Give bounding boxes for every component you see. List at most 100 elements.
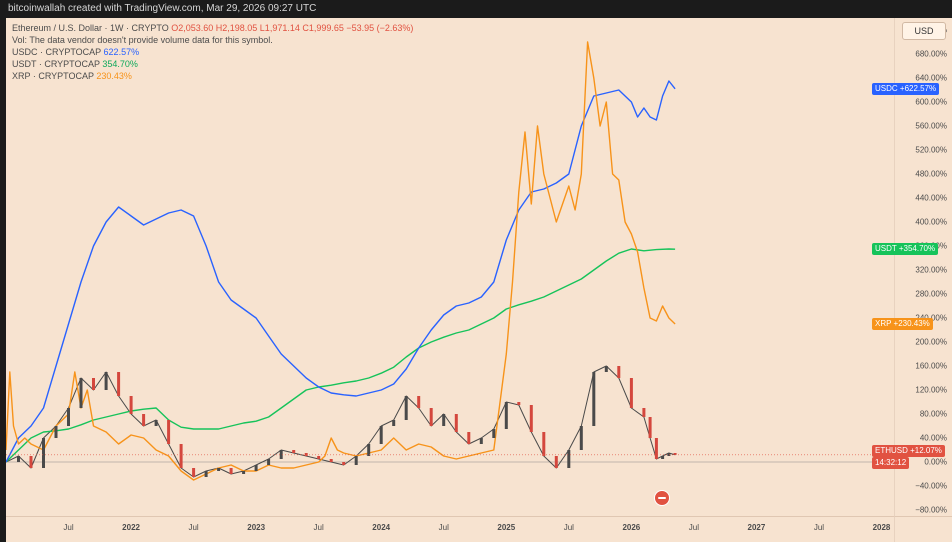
ethusd-candle <box>42 438 45 468</box>
legend-usdt-row[interactable]: USDT · CRYPTOCAP 354.70% <box>12 58 413 70</box>
ethusd-candle <box>567 450 571 468</box>
ethusd-candle <box>367 444 371 456</box>
ethusd-candle <box>429 408 433 426</box>
ethusd-candle <box>504 402 508 429</box>
x-tick-label: 2022 <box>122 523 140 532</box>
ethusd-candle <box>192 468 196 477</box>
ethusd-candle <box>17 456 20 462</box>
y-tick-label: 80.00% <box>919 409 947 419</box>
ethusd-candle <box>379 426 383 444</box>
legend-usdt-name: USDT · CRYPTOCAP <box>12 59 100 69</box>
ethusd-candle <box>254 465 258 471</box>
ethusd-candle <box>129 396 133 414</box>
chart-svg <box>6 41 894 481</box>
legend-vol-row: Vol: The data vendor doesn't provide vol… <box>12 35 273 45</box>
legend-main-row: Ethereum / U.S. Dollar · 1W · CRYPTO O2,… <box>12 22 413 34</box>
legend-usdt-value: 354.70% <box>102 59 138 69</box>
ethusd-candle <box>661 456 665 459</box>
y-tick-label: 280.00% <box>915 289 947 299</box>
y-tick-label: −80.00% <box>915 505 947 515</box>
currency-button[interactable]: USD <box>902 22 946 40</box>
series-line-usdc[interactable] <box>6 80 676 463</box>
ethusd-candle <box>229 468 233 474</box>
ethusd-candle <box>29 456 33 468</box>
ethusd-candle <box>629 378 633 408</box>
ethusd-candle <box>142 414 146 426</box>
y-tick-label: 120.00% <box>915 385 947 395</box>
x-tick-label: Jul <box>563 523 574 532</box>
series-line-usdt[interactable] <box>6 248 676 463</box>
ethusd-candle <box>592 372 596 426</box>
x-tick-label: 2024 <box>372 523 391 532</box>
ethusd-candle <box>492 429 496 438</box>
ethusd-candle <box>154 420 158 426</box>
ethusd-candle <box>454 414 458 432</box>
y-tick-label: 40.00% <box>919 433 947 443</box>
x-tick-label: Jul <box>188 523 199 532</box>
ethusd-candle <box>54 426 58 438</box>
ethusd-candle <box>648 417 652 438</box>
legend-usdc-value: 622.57% <box>103 47 140 57</box>
ethusd-candle <box>604 366 608 372</box>
x-tick-label: Jul <box>313 523 324 532</box>
ethusd-candle <box>642 408 646 417</box>
x-tick-label: Jul <box>63 523 74 532</box>
usdt-price-tag: USDT +354.70% <box>872 243 939 256</box>
x-tick-label: Jul <box>813 523 825 532</box>
ethusd-candle <box>392 420 396 426</box>
ethusd-candle <box>179 444 183 468</box>
ethusd-candle <box>579 426 583 450</box>
y-tick-label: 520.00% <box>915 145 947 155</box>
ethusd-candle <box>79 378 83 408</box>
y-tick-label: −40.00% <box>915 481 947 491</box>
x-tick-label: Jul <box>438 523 449 532</box>
ethusd-candle <box>667 453 671 456</box>
ethusd-candle <box>529 405 533 432</box>
ethusd-candle <box>673 453 677 455</box>
y-tick-label: 480.00% <box>915 169 947 179</box>
ethusd-candle <box>342 462 346 465</box>
ethusd-candle <box>242 471 246 474</box>
chart-plot-area[interactable]: Ethereum / U.S. Dollar · 1W · CRYPTO O2,… <box>6 18 894 516</box>
y-tick-label: 320.00% <box>915 265 947 275</box>
tradingview-logo-icon[interactable] <box>654 490 670 506</box>
legend-ohlc: O2,053.60 H2,198.05 L1,971.14 C1,999.65 … <box>171 23 414 33</box>
legend-xrp-value: 230.43% <box>96 71 132 81</box>
ethusd-candle <box>467 432 471 444</box>
ethusd-candle <box>104 372 108 390</box>
ethusd-candle <box>417 396 421 408</box>
y-tick-label: 440.00% <box>915 193 947 203</box>
x-tick-label: Jul <box>688 523 699 532</box>
price-axis[interactable]: 720.00%680.00%640.00%600.00%560.00%520.0… <box>894 18 952 516</box>
axis-corner <box>894 516 952 542</box>
ethusd-candle <box>442 414 446 426</box>
ethusd-candle <box>167 420 171 444</box>
ethusd-candle <box>554 456 558 468</box>
xrp-price-tag: XRP +230.43% <box>872 318 933 330</box>
time-axis[interactable]: Jul 2022 Jul 2023 Jul 2024 Jul 2025 Jul 2026 Jul 20… <box>6 516 894 542</box>
legend: Ethereum / U.S. Dollar · 1W · CRYPTO O2,… <box>12 22 413 82</box>
ethusd-candle <box>404 396 408 420</box>
y-tick-label: 200.00% <box>915 337 947 347</box>
ethusd-candle <box>317 456 321 459</box>
ethusd-price-tag: ETHUSD +12.07% <box>872 445 945 458</box>
series-line-xrp[interactable] <box>6 41 676 481</box>
watermark-bar: bitcoinwallah created with TradingView.c… <box>0 0 952 18</box>
x-tick-label: 2023 <box>247 523 266 532</box>
y-tick-label: 680.00% <box>915 49 947 59</box>
ethusd-candle <box>329 459 333 462</box>
y-tick-label: 600.00% <box>915 97 947 107</box>
y-tick-label: 0.00% <box>924 457 947 467</box>
ethusd-candle <box>117 372 121 396</box>
ethusd-candle <box>279 450 283 459</box>
x-tick-label: 2026 <box>622 523 641 532</box>
ethusd-candle <box>542 432 546 456</box>
legend-xrp-row[interactable]: XRP · CRYPTOCAP 230.43% <box>12 70 413 82</box>
y-tick-label: 160.00% <box>915 361 947 371</box>
legend-usdc-name: USDC · CRYPTOCAP <box>12 47 102 57</box>
y-tick-label: 640.00% <box>915 73 947 83</box>
x-tick-label: 2027 <box>747 523 766 532</box>
ethusd-candle <box>217 468 221 471</box>
legend-xrp-name: XRP · CRYPTOCAP <box>12 71 94 81</box>
legend-usdc-row[interactable]: USDC · CRYPTOCAP 622.57% <box>12 46 413 58</box>
